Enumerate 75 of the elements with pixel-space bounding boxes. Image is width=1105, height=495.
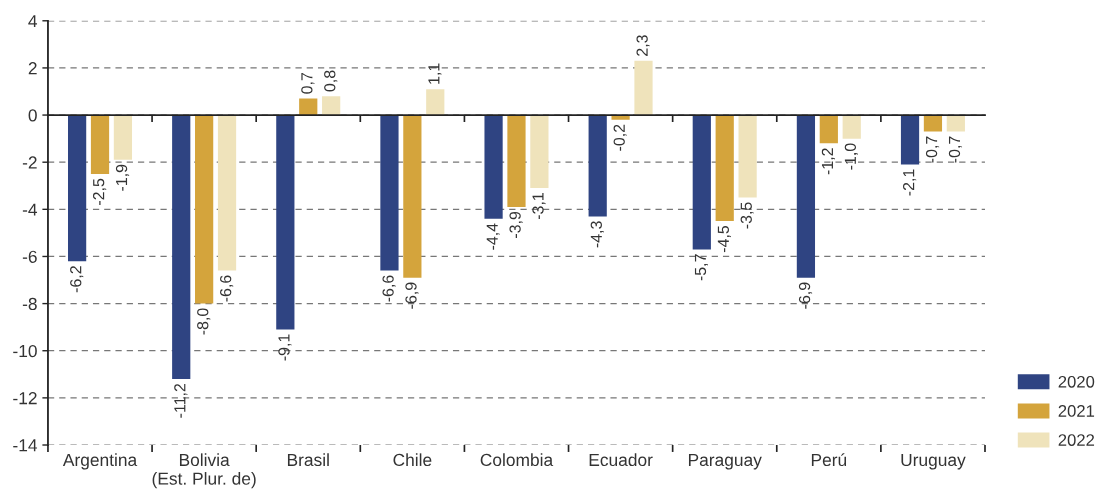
x-tick-label: Bolivia (Est. Plur. de) — [152, 453, 256, 489]
bar — [923, 115, 943, 132]
bar — [530, 115, 549, 189]
data-label: -3,5 — [740, 202, 754, 229]
data-label: -4,3 — [590, 221, 604, 248]
data-label: 2,3 — [636, 35, 650, 56]
data-label: -6,9 — [405, 282, 419, 309]
data-label: -6,6 — [220, 275, 234, 302]
bar — [507, 115, 526, 207]
bar — [195, 115, 214, 304]
bar — [276, 115, 295, 330]
x-tick-label: Perú — [811, 453, 847, 467]
bar — [842, 115, 861, 139]
legend-label: 2021 — [1058, 405, 1095, 417]
x-tick-label: Argentina — [62, 453, 138, 470]
y-tick-label: -2 — [22, 156, 37, 169]
data-label: -0,7 — [948, 136, 963, 163]
data-label: -9,1 — [278, 334, 292, 361]
bar — [426, 89, 445, 116]
x-tick-label: Ecuador — [589, 453, 653, 467]
bar — [738, 115, 757, 198]
data-label: -5,7 — [694, 254, 708, 281]
legend-label: 2020 — [1058, 375, 1095, 388]
y-tick-label: -14 — [13, 439, 38, 452]
bar — [588, 115, 607, 217]
data-label: -1,2 — [821, 148, 835, 175]
bar — [634, 60, 653, 116]
bar — [299, 98, 318, 116]
data-label: -0,7 — [925, 136, 940, 163]
bar — [692, 115, 711, 250]
data-label: 1,1 — [428, 63, 442, 84]
bar — [172, 115, 191, 380]
data-label: -11,2 — [174, 383, 188, 418]
data-label: -6,2 — [70, 266, 84, 293]
y-tick-label: -8 — [22, 297, 37, 311]
x-tick-label: Paraguay — [688, 453, 762, 470]
data-label: -3,9 — [509, 211, 523, 238]
bar — [90, 115, 110, 174]
y-tick-label: 4 — [28, 15, 38, 28]
data-label: -1,9 — [115, 164, 130, 191]
data-label: -0,2 — [613, 124, 627, 151]
data-label: -2,1 — [903, 169, 917, 196]
bar — [322, 96, 341, 116]
bar — [217, 115, 237, 271]
bar — [946, 115, 965, 132]
data-label: -4,4 — [486, 223, 500, 250]
bar — [113, 115, 133, 160]
y-tick-label: -6 — [22, 250, 37, 263]
bar — [900, 115, 920, 165]
y-tick-label: 0 — [28, 109, 37, 122]
bar — [796, 115, 816, 278]
data-label: -3,1 — [532, 193, 546, 220]
y-tick-label: -12 — [13, 392, 37, 405]
bar — [819, 115, 838, 144]
bar — [715, 115, 734, 222]
bar — [68, 115, 87, 262]
data-label: -6,9 — [798, 282, 813, 309]
legend-label: 2022 — [1058, 434, 1095, 446]
data-label: -6,6 — [382, 275, 396, 302]
bar — [380, 115, 399, 271]
data-label: -1,0 — [844, 143, 858, 170]
data-label: 0,8 — [324, 70, 338, 92]
x-tick-label: Colombia — [480, 453, 554, 467]
y-tick-label: -4 — [22, 203, 38, 216]
data-label: -2,5 — [92, 178, 107, 205]
y-tick-label: 2 — [28, 62, 37, 75]
y-tick-label: -10 — [13, 344, 37, 358]
data-label: -4,5 — [717, 225, 731, 253]
x-tick-label: Brasil — [287, 453, 329, 467]
x-tick-label: Chile — [393, 453, 432, 467]
data-label: 0,7 — [301, 72, 315, 94]
x-tick-label: Uruguay — [901, 453, 966, 470]
bar — [484, 115, 503, 219]
bar — [403, 115, 422, 278]
data-label: -8,0 — [197, 308, 211, 335]
